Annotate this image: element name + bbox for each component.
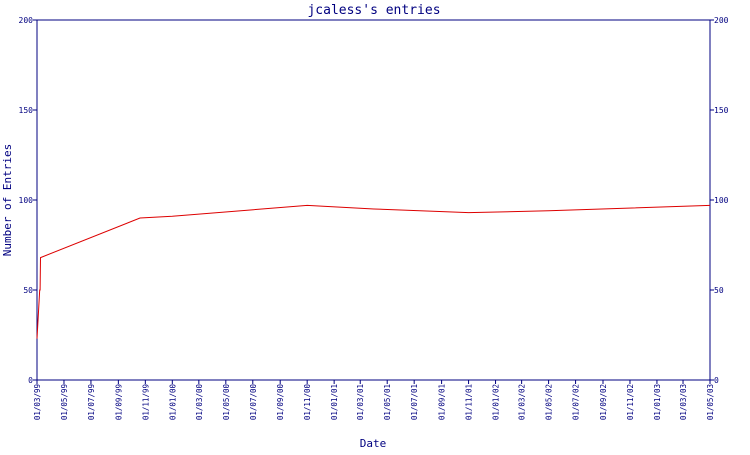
plot-frame (36, 19, 711, 381)
x-axis-label: Date (360, 437, 387, 450)
x-tick-label: 01/05/99 (60, 384, 69, 420)
x-tick-label: 01/05/02 (545, 384, 554, 420)
chart-title: jcaless's entries (307, 3, 440, 18)
x-tick-label: 01/01/02 (492, 384, 501, 420)
x-tick-label: 01/01/00 (168, 384, 177, 421)
x-tick-label: 01/09/99 (114, 384, 123, 420)
x-tick-label: 01/03/00 (195, 384, 204, 421)
y-tick-label-right: 50 (714, 286, 724, 295)
x-tick-label: 01/07/02 (572, 384, 581, 420)
y-tick-label: 100 (19, 196, 34, 205)
y-tick-label-right: 0 (714, 376, 719, 385)
y-axis-label: Number of Entries (1, 144, 14, 257)
x-tick-label: 01/07/99 (87, 384, 96, 420)
x-tick-label: 01/11/00 (303, 384, 312, 421)
y-tick-label: 50 (23, 286, 33, 295)
x-tick-label: 01/05/00 (222, 384, 231, 421)
y-tick-label-right: 100 (714, 196, 729, 205)
x-tick-label: 01/07/01 (410, 384, 419, 420)
x-tick-label: 01/09/01 (438, 384, 447, 420)
x-tick-label: 01/03/01 (356, 384, 365, 420)
x-tick-label: 01/11/99 (141, 384, 150, 420)
x-tick-label: 01/07/00 (249, 384, 258, 421)
x-tick-label: 01/09/00 (276, 384, 285, 421)
y-tick-label-right: 200 (714, 16, 729, 25)
x-axis: 01/03/99 01/05/99 01/07/99 01/09/99 01/11/99… (33, 380, 715, 420)
x-tick-label: 01/01/01 (330, 384, 339, 420)
series-line (36, 204, 711, 339)
x-tick-label: 01/03/99 (33, 384, 42, 420)
y-tick-label: 150 (19, 106, 34, 115)
y-tick-label: 0 (28, 376, 33, 385)
x-tick-label: 01/01/03 (653, 384, 662, 420)
x-tick-label: 01/09/02 (599, 384, 608, 420)
x-tick-label: 01/11/01 (465, 384, 474, 420)
series-layer (36, 204, 711, 339)
x-tick-label: 01/03/02 (518, 384, 527, 420)
y-tick-label-right: 150 (714, 106, 729, 115)
y-axis-left: 0 50 100 150 200 (19, 16, 37, 385)
y-tick-label: 200 (19, 16, 34, 25)
x-tick-label: 01/05/03 (706, 384, 715, 420)
x-tick-label: 01/11/02 (626, 384, 635, 420)
x-tick-label: 01/05/01 (383, 384, 392, 420)
x-tick-label: 01/03/03 (679, 384, 688, 420)
y-axis-right: 0 50 100 150 200 (710, 16, 729, 385)
